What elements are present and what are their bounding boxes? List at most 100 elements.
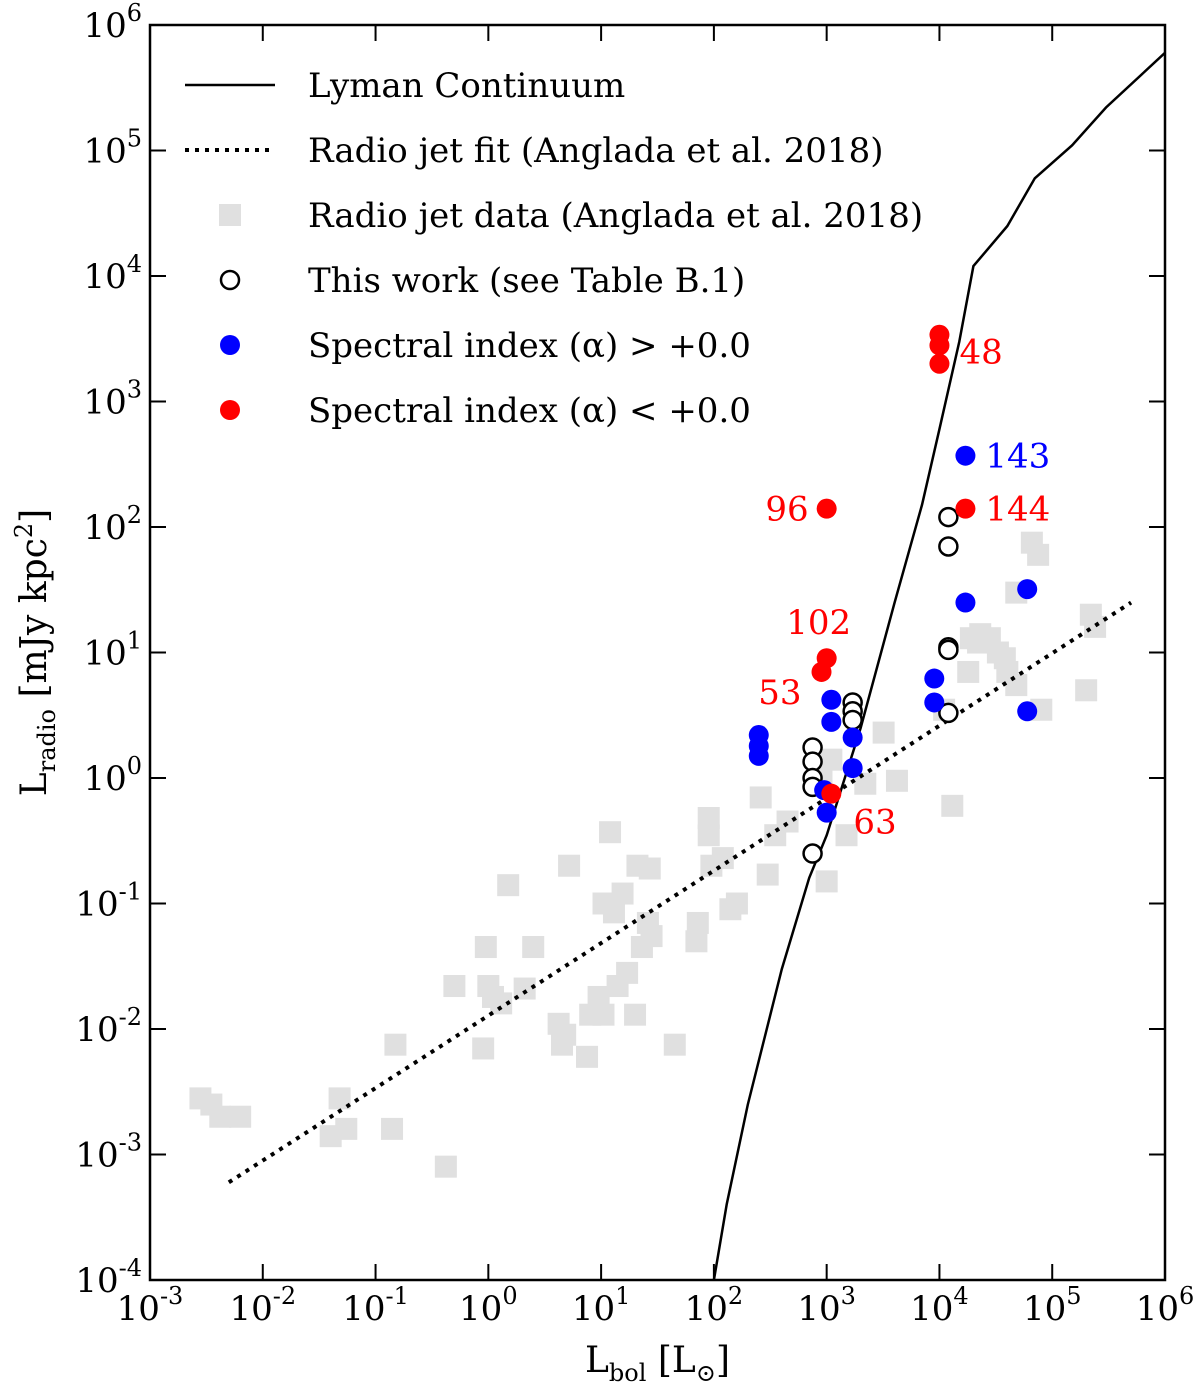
x-tick-exponent: 5: [1066, 1282, 1081, 1310]
data-point-radio-jet: [616, 961, 639, 984]
data-point-positive-index: [748, 745, 769, 766]
x-tick-base: 10: [910, 1289, 953, 1329]
data-point-radio-jet: [1027, 543, 1050, 566]
x-tick-exponent: -3: [160, 1282, 183, 1310]
data-point-radio-jet: [685, 930, 708, 953]
data-point-radio-jet: [592, 1003, 615, 1026]
lyman-continuum-line: [712, 51, 1165, 1280]
annotation-label: 48: [959, 333, 1002, 373]
data-point-radio-jet: [558, 854, 581, 877]
y-tick-exponent: -2: [119, 1003, 142, 1031]
legend-label: Lyman Continuum: [308, 66, 625, 106]
data-point-radio-jet: [885, 769, 908, 792]
y-tick-base: 10: [75, 1261, 118, 1301]
data-point-radio-jet: [872, 721, 895, 744]
data-point-radio-jet: [638, 857, 661, 880]
data-point-this-work: [938, 506, 959, 528]
legend-symbol-red-dot: [220, 400, 240, 420]
x-tick-base: 10: [117, 1289, 160, 1329]
data-point-this-work: [938, 536, 959, 557]
annotation-label: 144: [985, 490, 1050, 530]
legend-symbol-open-circle: [219, 269, 241, 291]
x-axis-label: Lbol [L⊙]: [585, 1340, 730, 1387]
legend-label: Spectral index (α) > +0.0: [308, 326, 751, 366]
x-tick-exponent: 3: [841, 1282, 856, 1310]
data-point-positive-index: [955, 445, 976, 466]
data-point-radio-jet: [490, 992, 513, 1015]
x-tick-base: 10: [229, 1289, 272, 1329]
data-point-radio-jet: [434, 1155, 457, 1178]
data-point-radio-jet: [497, 874, 520, 897]
data-point-radio-jet: [957, 660, 980, 683]
x-tick-exponent: 2: [728, 1282, 743, 1310]
x-label-bracket: [L: [646, 1340, 695, 1381]
data-point-radio-jet: [756, 863, 779, 886]
x-tick-label: 102: [685, 1282, 744, 1329]
data-point-negative-index: [929, 335, 950, 356]
radio-jet-fit-line: [227, 600, 1133, 1185]
data-point-radio-jet: [640, 925, 663, 948]
x-tick-label: 106: [1136, 1282, 1195, 1329]
x-tick-base: 10: [1136, 1289, 1179, 1329]
y-tick-base: 10: [83, 257, 126, 297]
axes-layer: 10-3 10-2 10-1 100 101 102 103 104 105 10610-410-…: [10, 0, 1194, 1387]
x-tick-label: 104: [910, 1282, 969, 1329]
y-tick-exponent: 2: [127, 501, 142, 529]
y-tick-label: 10-4: [75, 1254, 142, 1301]
data-point-positive-index: [816, 802, 837, 823]
x-tick-exponent: 0: [502, 1282, 517, 1310]
data-point-radio-jet: [229, 1105, 252, 1128]
data-point-positive-index: [955, 592, 976, 613]
markers-layer: [748, 324, 1038, 864]
data-point-positive-index: [924, 668, 945, 689]
data-point-this-work: [938, 702, 959, 724]
data-point-positive-index: [842, 727, 863, 748]
data-point-positive-index: [821, 689, 842, 710]
x-tick-base: 10: [342, 1289, 385, 1329]
data-point-radio-jet: [776, 810, 799, 833]
y-tick-label: 101: [83, 627, 142, 674]
data-point-radio-jet: [328, 1087, 351, 1110]
x-tick-exponent: -2: [273, 1282, 296, 1310]
y-tick-exponent: -3: [119, 1129, 142, 1157]
legend-symbol-grey-square: [219, 204, 241, 226]
data-point-radio-jet: [711, 847, 734, 870]
y-tick-label: 106: [83, 0, 142, 46]
annotation-label: 53: [758, 673, 801, 713]
y-tick-label: 103: [83, 376, 142, 423]
x-tick-base: 10: [572, 1289, 615, 1329]
data-point-this-work: [842, 709, 863, 731]
data-point-radio-jet: [941, 794, 964, 817]
data-point-radio-jet: [472, 1037, 495, 1060]
data-point-radio-jet: [820, 748, 843, 771]
data-point-radio-jet: [1084, 615, 1107, 638]
legend-label: Spectral index (α) < +0.0: [308, 391, 751, 431]
data-point-radio-jet: [1005, 674, 1028, 697]
data-point-radio-jet: [697, 824, 720, 847]
y-label-close: ]: [14, 509, 55, 523]
x-tick-base: 10: [459, 1289, 502, 1329]
data-point-negative-index: [816, 648, 837, 669]
y-tick-exponent: 3: [127, 376, 142, 404]
x-tick-label: 10-2: [229, 1282, 296, 1329]
annotation-label: 63: [853, 803, 896, 843]
y-tick-base: 10: [75, 885, 118, 925]
y-tick-label: 100: [83, 752, 142, 799]
y-tick-label: 10-3: [75, 1129, 142, 1176]
data-point-negative-index: [955, 498, 976, 519]
y-tick-label: 104: [83, 250, 142, 297]
data-point-radio-jet: [522, 936, 545, 959]
annotation-label: 96: [765, 490, 808, 530]
data-point-positive-index: [842, 758, 863, 779]
annotation-label: 102: [786, 603, 851, 643]
legend-label: Radio jet data (Anglada et al. 2018): [308, 196, 923, 236]
y-tick-exponent: 4: [127, 250, 142, 278]
y-label-unit-exponent: 2: [10, 523, 38, 538]
x-label-sub: bol: [609, 1359, 647, 1387]
data-point-negative-index: [929, 353, 950, 374]
x-tick-label: 103: [797, 1282, 856, 1329]
legend-label: This work (see Table B.1): [308, 261, 745, 301]
x-label-sun-symbol: ⊙: [696, 1359, 716, 1387]
data-point-radio-jet: [599, 821, 622, 844]
